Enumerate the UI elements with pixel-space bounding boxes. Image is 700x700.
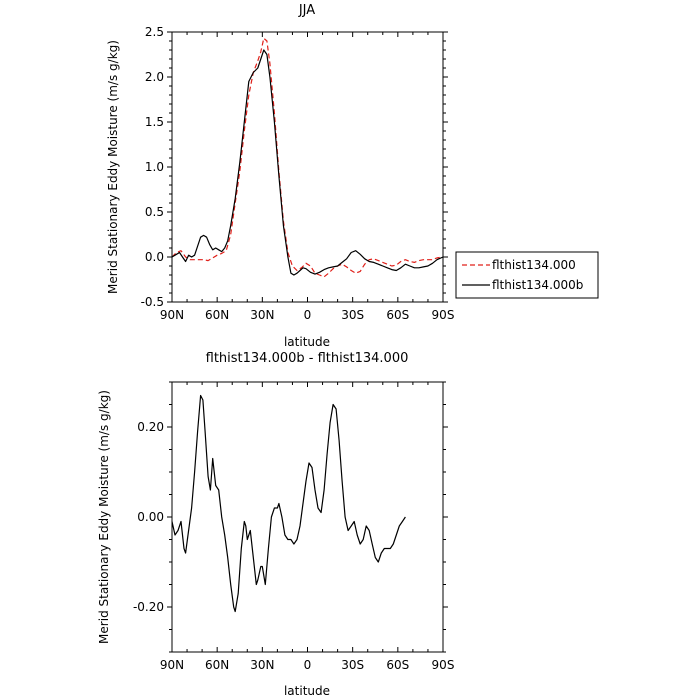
x-tick-label: 60N — [205, 308, 229, 322]
x-tick-label: 0 — [304, 308, 312, 322]
x-tick-label: 90S — [432, 658, 455, 672]
legend-entry-label: flthist134.000b — [492, 278, 583, 292]
legend: flthist134.000 flthist134.000b — [455, 251, 599, 299]
y-tick-label: 0.20 — [137, 420, 164, 434]
x-tick-label: 60S — [386, 658, 409, 672]
y-tick-label: 1.5 — [145, 115, 164, 129]
bottom-x-axis-label: latitude — [284, 684, 330, 698]
top-y-axis-label: Merid Stationary Eddy Moisture (m/s g/kg… — [106, 40, 120, 294]
bottom-y-axis-label: Merid Stationary Eddy Moisture (m/s g/kg… — [97, 390, 111, 644]
x-tick-label: 90N — [160, 308, 184, 322]
y-tick-label: -0.20 — [133, 600, 164, 614]
y-tick-label: 0.5 — [145, 205, 164, 219]
y-tick-label: 0.00 — [137, 510, 164, 524]
top-plot-area: 90N 60N 30N 0 30S 60S 90S -0.5 0.0 0.5 1.0 1.5 2.0 2.… — [141, 25, 455, 322]
x-tick-label: 90S — [432, 308, 455, 322]
bottom-chart-title: flthist134.000b - flthist134.000 — [206, 351, 409, 366]
series-line-1 — [171, 49, 444, 276]
series-line-0 — [171, 37, 444, 278]
x-tick-label: 30N — [250, 658, 274, 672]
x-tick-label: 30N — [250, 308, 274, 322]
y-tick-label: 2.5 — [145, 25, 164, 39]
x-tick-label: 30S — [341, 308, 364, 322]
top-x-axis-label: latitude — [284, 335, 330, 349]
bottom-panel: flthist134.000b - flthist134.000 90N 60N 3… — [97, 351, 454, 698]
top-plot-frame — [171, 31, 444, 303]
y-tick-label: 2.0 — [145, 70, 164, 84]
y-tick-label: -0.5 — [141, 295, 164, 309]
legend-entry-label: flthist134.000 — [492, 258, 576, 272]
x-tick-label: 0 — [304, 658, 312, 672]
series-line-0 — [171, 394, 406, 613]
x-tick-label: 60N — [205, 658, 229, 672]
y-tick-label: 0.0 — [145, 250, 164, 264]
bottom-plot-area: 90N 60N 30N 0 30S 60S 90S -0.20 0.00 0.20 — [133, 381, 455, 672]
top-chart-title: JJA — [298, 3, 315, 18]
bottom-plot-frame — [171, 381, 444, 653]
y-tick-label: 1.0 — [145, 160, 164, 174]
legend-box — [455, 251, 599, 299]
x-tick-label: 90N — [160, 658, 184, 672]
x-tick-label: 30S — [341, 658, 364, 672]
x-tick-label: 60S — [386, 308, 409, 322]
top-panel: JJA 90N 60N 30N 0 30S 60S 90S -0.5 0.0 0.5 1.0 1.5 2… — [106, 3, 599, 349]
